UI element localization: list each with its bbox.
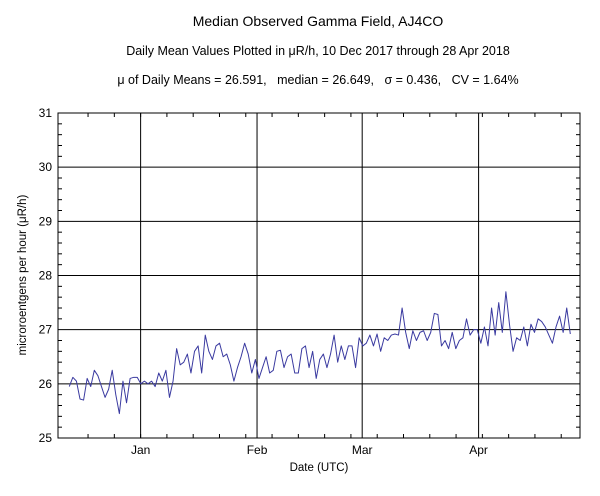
x-tick-label: Feb <box>247 443 268 457</box>
series-line <box>68 291 571 415</box>
y-tick-label: 30 <box>39 160 53 174</box>
y-tick-label: 26 <box>39 377 53 391</box>
chart-subtitle: Daily Mean Values Plotted in μR/h, 10 De… <box>126 44 510 58</box>
grid <box>58 113 580 438</box>
y-axis-label: microroentgens per hour (μR/h) <box>17 195 29 356</box>
x-axis-label: Date (UTC) <box>290 462 349 474</box>
chart-title: Median Observed Gamma Field, AJ4CO <box>193 13 444 29</box>
tick-labels: 25 26 27 28 29 30 31 Jan Feb Mar Apr <box>39 106 488 457</box>
x-tick-label: Apr <box>469 443 488 457</box>
series-layer <box>68 291 571 415</box>
y-tick-label: 27 <box>39 323 53 337</box>
y-tick-label: 25 <box>39 431 53 445</box>
x-tick-label: Mar <box>352 443 373 457</box>
chart-stats-line: μ of Daily Means = 26.591, median = 26.6… <box>117 73 518 87</box>
y-tick-label: 31 <box>39 106 53 120</box>
plot-frame <box>57 112 581 439</box>
x-tick-label: Jan <box>131 443 150 457</box>
y-tick-label: 29 <box>39 214 53 228</box>
y-tick-label: 28 <box>39 269 53 283</box>
